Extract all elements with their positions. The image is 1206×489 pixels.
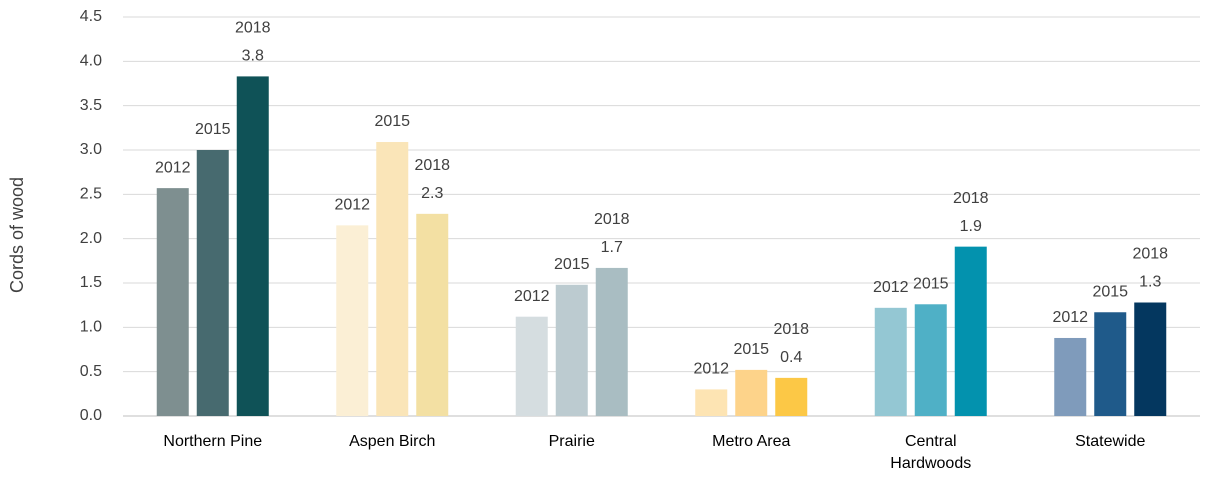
data-label-series: 2015 xyxy=(554,256,590,273)
y-tick-label: 3.5 xyxy=(80,97,102,114)
x-tick-label: Statewide xyxy=(1075,433,1146,450)
data-label-series: 2015 xyxy=(913,275,949,292)
y-axis-label: Cords of wood xyxy=(7,177,27,293)
data-label-series: 2012 xyxy=(1052,309,1088,326)
x-tick-label: Metro Area xyxy=(712,433,791,450)
bar xyxy=(735,369,768,416)
data-label: 2.3 xyxy=(421,185,443,202)
bar xyxy=(695,389,728,416)
data-label-series: 2018 xyxy=(773,321,809,338)
data-label-series: 2015 xyxy=(374,113,410,130)
y-tick-label: 0.5 xyxy=(80,363,102,380)
bar xyxy=(336,225,369,416)
bar xyxy=(515,316,548,416)
data-label-series: 2012 xyxy=(155,159,191,176)
bar xyxy=(416,213,449,416)
bar xyxy=(1094,312,1127,416)
bar xyxy=(874,307,907,416)
data-label: 1.7 xyxy=(601,239,623,256)
bar xyxy=(196,150,229,416)
data-label: 1.9 xyxy=(960,218,982,235)
y-tick-label: 2.5 xyxy=(80,186,102,203)
data-label: 0.4 xyxy=(780,349,802,366)
bar xyxy=(156,188,189,416)
y-tick-label: 1.0 xyxy=(80,319,102,336)
data-label-series: 2018 xyxy=(594,211,630,228)
x-tick-label: Aspen Birch xyxy=(349,433,436,450)
data-label-series: 2015 xyxy=(733,341,769,358)
data-label-series: 2018 xyxy=(1132,246,1168,263)
y-tick-label: 1.5 xyxy=(80,274,102,291)
data-label-series: 2015 xyxy=(1092,283,1128,300)
data-label-series: 2015 xyxy=(195,121,231,138)
bar xyxy=(954,246,987,416)
bar xyxy=(236,76,269,416)
bar xyxy=(914,304,947,416)
bar xyxy=(595,267,628,416)
data-label: 1.3 xyxy=(1139,274,1161,291)
bar xyxy=(1134,302,1167,416)
data-label-series: 2018 xyxy=(235,20,271,37)
x-tick-label: Northern Pine xyxy=(163,433,263,450)
x-tick-label: Prairie xyxy=(548,433,595,450)
data-label-series: 2018 xyxy=(414,157,450,174)
y-tick-label: 4.5 xyxy=(80,8,102,25)
y-tick-label: 2.0 xyxy=(80,230,102,247)
y-tick-label: 4.0 xyxy=(80,53,102,70)
data-label-series: 2012 xyxy=(693,361,729,378)
bar xyxy=(1054,337,1087,416)
x-tick-label: Central Hardwoods xyxy=(890,433,972,472)
y-tick-label: 3.0 xyxy=(80,141,102,158)
data-label-series: 2012 xyxy=(873,279,909,296)
y-tick-label: 0.0 xyxy=(80,407,102,424)
bar xyxy=(555,284,588,416)
data-label-series: 2018 xyxy=(953,190,989,207)
data-label: 3.8 xyxy=(242,48,264,65)
bar xyxy=(376,142,409,416)
data-label-series: 2012 xyxy=(514,288,550,305)
data-label-series: 2012 xyxy=(334,197,370,214)
bar xyxy=(775,377,808,416)
